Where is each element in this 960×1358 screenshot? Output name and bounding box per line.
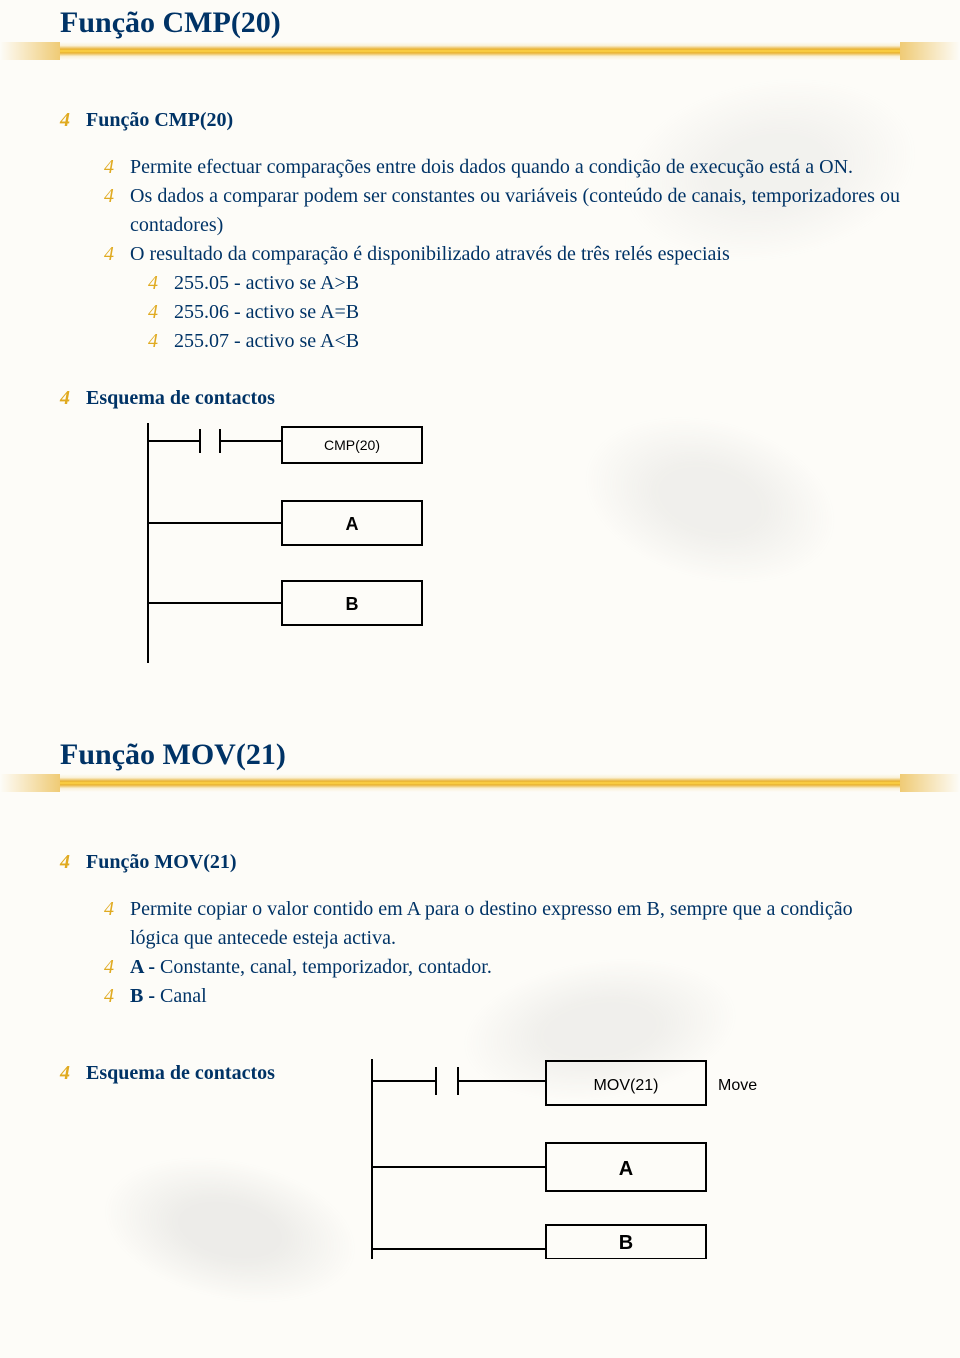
bullet-icon: 4 [148,298,158,327]
heading-mov: 4 Função MOV(21) [86,848,900,877]
cmp-para-1: 4 Permite efectuar comparações entre doi… [130,153,900,182]
brush-divider [60,774,900,792]
cmp-diagram-op-b: B [346,594,359,614]
bullet-icon: 4 [104,982,114,1011]
cmp-relay-2: 4 255.06 - activo se A=B [174,298,900,327]
cmp-relay-2-text: 255.06 - activo se A=B [174,301,359,323]
bullet-icon: 4 [60,1059,70,1088]
bullet-icon: 4 [60,106,70,135]
cmp-contacts-label-text: Esquema de contactos [86,387,275,409]
mov-diagram-label: MOV(21) [594,1077,659,1094]
bullet-icon: 4 [104,153,114,182]
mov-para-a: 4 A - Constante, canal, temporizador, co… [130,953,900,982]
mov-para-b: 4 B - Canal [130,982,900,1011]
mov-diagram-op-a: A [619,1158,633,1180]
cmp-para-3-text: O resultado da comparação é disponibiliz… [130,243,730,265]
bullet-icon: 4 [60,848,70,877]
cmp-relay-1: 4 255.05 - activo se A>B [174,269,900,298]
cmp-diagram-op-a: A [346,514,359,534]
bullet-icon: 4 [104,240,114,269]
bullet-icon: 4 [148,269,158,298]
mov-ladder-diagram: MOV(21) Move A B [366,1059,786,1264]
mov-diagram-op-b: B [619,1232,633,1254]
mov-contacts-label: 4 Esquema de contactos [86,1059,366,1088]
cmp-relay-3: 4 255.07 - activo se A<B [174,327,900,356]
mov-para-1: 4 Permite copiar o valor contido em A pa… [130,895,900,953]
mov-para-b-rest: Canal [160,985,207,1007]
bullet-icon: 4 [104,182,114,211]
bullet-icon: 4 [60,384,70,413]
section-title-mov: Função MOV(21) [60,738,900,772]
cmp-contacts-label: 4 Esquema de contactos [86,384,900,413]
bullet-icon: 4 [104,895,114,924]
bullet-icon: 4 [104,953,114,982]
cmp-para-2-text: Os dados a comparar podem ser constantes… [130,185,900,236]
cmp-ladder-svg: CMP(20) A B [142,423,442,663]
heading-mov-text: Função MOV(21) [86,851,237,873]
mov-diagram-side-label: Move [718,1077,757,1094]
mov-para-b-lead: B - [130,985,160,1007]
heading-cmp-text: Função CMP(20) [86,109,233,131]
brush-divider [60,42,900,60]
heading-cmp: 4 Função CMP(20) [86,106,900,135]
cmp-para-2: 4 Os dados a comparar podem ser constant… [130,182,900,240]
mov-para-1-text: Permite copiar o valor contido em A para… [130,898,853,949]
cmp-ladder-diagram: CMP(20) A B [142,423,900,668]
section-title-cmp: Função CMP(20) [60,6,900,40]
cmp-para-3: 4 O resultado da comparação é disponibil… [130,240,900,269]
bullet-icon: 4 [148,327,158,356]
mov-contacts-label-text: Esquema de contactos [86,1062,275,1084]
mov-para-a-rest: Constante, canal, temporizador, contador… [160,956,492,978]
cmp-diagram-label: CMP(20) [324,437,380,453]
cmp-relay-1-text: 255.05 - activo se A>B [174,272,359,294]
mov-para-a-lead: A - [130,956,160,978]
cmp-relay-3-text: 255.07 - activo se A<B [174,330,359,352]
mov-ladder-svg: MOV(21) Move A B [366,1059,786,1259]
cmp-para-1-text: Permite efectuar comparações entre dois … [130,156,853,178]
